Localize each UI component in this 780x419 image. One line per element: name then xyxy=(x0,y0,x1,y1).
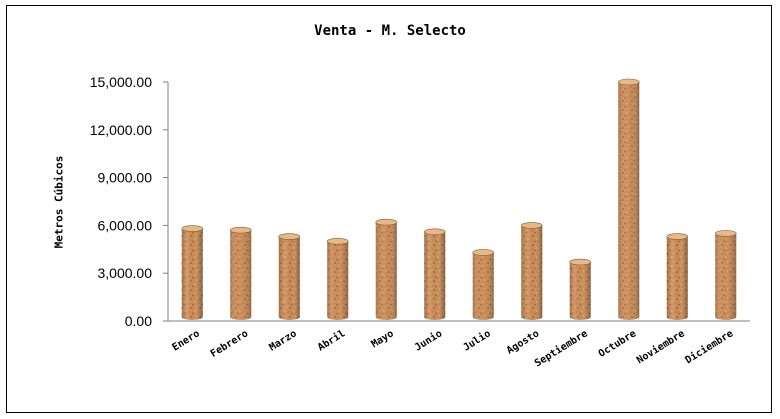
bar-shading xyxy=(424,231,446,320)
bar-top xyxy=(229,226,252,234)
bar-shading xyxy=(375,222,397,320)
y-tick-label: 3,000.00 xyxy=(98,265,153,281)
x-tick-label: Noviembre xyxy=(635,327,687,366)
x-tick-label: Marzo xyxy=(267,328,298,353)
y-tick-label: 15,000.00 xyxy=(90,74,152,90)
bar-shading xyxy=(521,225,543,320)
bar-top xyxy=(472,249,495,256)
bar-top xyxy=(520,222,543,229)
y-tick-label: 0.00 xyxy=(125,313,152,329)
x-tick-label: Junio xyxy=(412,327,444,353)
bar-shading xyxy=(230,230,252,320)
x-tick-label: Julio xyxy=(461,327,493,353)
bar-octubre xyxy=(617,78,640,320)
x-tick-label: Diciembre xyxy=(683,327,735,366)
y-tick-label: 12,000.00 xyxy=(90,122,152,138)
bar-marzo xyxy=(278,233,301,320)
x-tick-label: Agosto xyxy=(505,328,541,356)
bar-shading xyxy=(278,236,300,320)
bar-top xyxy=(617,78,640,86)
bar-top xyxy=(181,225,204,232)
x-tick-label: Febrero xyxy=(209,328,251,360)
chart-frame: Venta - M. Selecto xyxy=(6,5,772,413)
bar-top xyxy=(278,233,301,240)
bar-top xyxy=(423,228,446,236)
bar-shading xyxy=(181,228,203,320)
y-tick-label: 9,000.00 xyxy=(98,170,153,186)
bar-septiembre xyxy=(569,258,592,320)
bar-shading xyxy=(666,236,688,320)
x-tick-labels: Enero Febrero Marzo Abril Mayo Junio Julio Agos… xyxy=(170,327,735,369)
chart-title: Venta - M. Selecto xyxy=(314,23,466,39)
x-tick-label: Mayo xyxy=(370,328,396,350)
bar-noviembre xyxy=(666,233,689,320)
bar-shading xyxy=(715,233,737,320)
bar-abril xyxy=(326,238,349,320)
bar-shading xyxy=(327,241,349,320)
bar-enero xyxy=(181,225,204,320)
bar-shading xyxy=(618,82,640,320)
bar-shading xyxy=(569,262,591,320)
bar-febrero xyxy=(229,226,252,320)
y-tick-label: 6,000.00 xyxy=(98,217,153,233)
bar-shading xyxy=(472,252,494,320)
y-ticks: 0.00 3,000.00 6,000.00 9,000.00 12,000.00 15,… xyxy=(90,74,168,329)
bar-top xyxy=(326,238,349,245)
x-tick-label: Septiembre xyxy=(532,327,589,369)
bar-julio xyxy=(472,249,495,320)
x-tick-label: Octubre xyxy=(597,328,639,360)
bar-top xyxy=(375,218,398,226)
bar-agosto xyxy=(520,222,543,320)
bar-mayo xyxy=(375,218,398,320)
bar-top xyxy=(666,233,689,240)
x-tick-label: Enero xyxy=(170,328,201,353)
bar-junio xyxy=(423,228,446,320)
x-tick-label: Abril xyxy=(315,327,347,353)
bars xyxy=(181,78,737,320)
bar-diciembre xyxy=(714,230,737,320)
bar-top xyxy=(714,230,737,237)
bar-top xyxy=(569,258,592,266)
